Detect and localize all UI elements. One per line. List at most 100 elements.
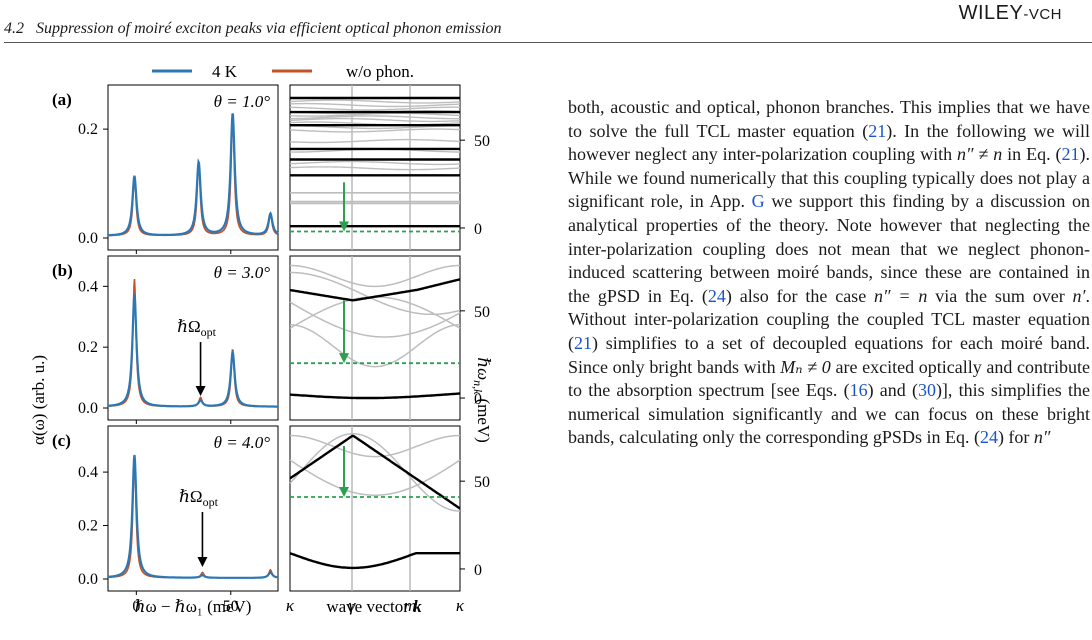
series-line-4k xyxy=(108,294,278,408)
band-dark xyxy=(289,102,461,108)
text-run: are excited optically and contribute to … xyxy=(568,356,1090,401)
k-point-label: κ xyxy=(286,596,295,615)
inline-math: n′ xyxy=(1072,285,1086,306)
y-tick-label: 0.2 xyxy=(78,339,98,356)
text-run: ) simplifies to a set of decoupled equat… xyxy=(568,332,1090,377)
legend-label-no-phonon: w/o phon. xyxy=(346,62,414,81)
band-dark xyxy=(289,117,461,123)
text-run: ). While we found numerically that this … xyxy=(568,144,1090,212)
y-tick-label: 0.0 xyxy=(78,400,98,417)
band-dark xyxy=(289,128,461,133)
panel-angle: θ = 3.0° xyxy=(214,263,271,282)
series-line-4k xyxy=(107,454,279,579)
band-panel: 0 50 xyxy=(289,255,490,421)
panel-tag: (c) xyxy=(52,431,71,450)
x-tick-label: 0 xyxy=(132,598,140,615)
band-bright xyxy=(289,278,461,302)
y-tick-label: 0.4 xyxy=(78,278,98,295)
panel-frame xyxy=(107,425,279,592)
band-dark xyxy=(290,99,461,104)
left-y-axis-label: α(ω) (arb. u.) xyxy=(29,355,48,445)
legend-label-4k: 4 K xyxy=(212,62,238,81)
text-run: ). In the following we will however negl… xyxy=(568,120,1090,165)
text-run: we support this finding by a discussion … xyxy=(568,191,1090,306)
band-dark xyxy=(289,433,460,512)
band-bright xyxy=(289,552,460,570)
figure: 4 K w/o phon. 0.0 0.2 (a) θ = 1.0° 0.0 0.2 0.4… xyxy=(0,45,560,640)
text-run: . Without inter-polarization coupling th… xyxy=(568,285,1090,353)
header-rule xyxy=(4,42,1092,43)
text-run: ) and ( xyxy=(867,380,918,401)
k-point-label: γ xyxy=(349,596,357,615)
band-dark xyxy=(289,459,461,496)
legend: 4 K w/o phon. xyxy=(152,62,414,81)
inline-math: n″ xyxy=(1033,427,1051,448)
ref-link[interactable]: 30 xyxy=(917,380,936,401)
y-tick-label: 0.2 xyxy=(78,518,98,535)
absorption-panel: 0.0 0.2 (a) θ = 1.0° xyxy=(52,84,279,254)
series-line-4k xyxy=(108,113,279,237)
text-run: )], this simplifies the numerical simula… xyxy=(568,380,1090,448)
text-run: via the sum over xyxy=(927,285,1073,306)
green-arrowhead xyxy=(339,353,349,364)
ref-link[interactable]: 21 xyxy=(868,120,887,141)
text-run: ) also for the case xyxy=(725,285,875,306)
x-tick-label: 50 xyxy=(223,598,239,615)
y-tick-label: 50 xyxy=(474,474,490,491)
ref-link[interactable]: G xyxy=(751,191,765,212)
green-arrowhead xyxy=(339,221,349,232)
k-point-label: κ xyxy=(456,596,465,615)
text-run: in Eq. ( xyxy=(1002,144,1062,165)
y-tick-label: 0.4 xyxy=(78,464,98,481)
k-point-label: m xyxy=(404,596,416,615)
ref-link[interactable]: 24 xyxy=(979,427,998,448)
figure-svg: 4 K w/o phon. 0.0 0.2 (a) θ = 1.0° 0.0 0.2 0.4… xyxy=(29,62,493,616)
inline-math: Mₙ ≠ 0 xyxy=(780,356,831,377)
y-tick-label: 0 xyxy=(474,391,482,408)
panel-frame xyxy=(289,255,461,421)
text-run: both, acoustic and optical, phonon branc… xyxy=(568,97,1090,141)
band-dark xyxy=(290,124,460,130)
ref-link[interactable]: 16 xyxy=(849,380,868,401)
band-dark xyxy=(290,271,461,316)
ref-link[interactable]: 21 xyxy=(574,332,592,353)
section-title: Suppression of moiré exciton peaks via e… xyxy=(36,20,502,37)
left-x-axis-label: ℏω − ℏω₁ (meV) xyxy=(135,597,252,616)
ref-link[interactable]: 24 xyxy=(707,285,726,306)
band-dark xyxy=(290,115,460,120)
band-dark xyxy=(290,434,460,458)
absorption-panels: 0.0 0.2 (a) θ = 1.0° 0.0 0.2 0.4 (b) θ = 3.0° ℏΩo… xyxy=(52,84,279,615)
band-dark xyxy=(289,166,461,171)
phonon-energy-label: ℏΩopt xyxy=(177,317,217,339)
band-panel: 0 50 xyxy=(289,84,490,251)
y-tick-label: 50 xyxy=(474,133,490,150)
band-dark xyxy=(290,324,460,368)
running-head: 4.2 Suppression of moiré exciton peaks v… xyxy=(4,20,502,38)
y-tick-label: 0 xyxy=(474,562,482,579)
publisher-logo: WILEY-VCH xyxy=(958,2,1062,24)
band-bright xyxy=(289,392,461,400)
green-arrowhead xyxy=(339,486,349,497)
section-number: 4.2 xyxy=(4,20,24,37)
y-tick-label: 0 xyxy=(474,221,482,238)
band-dark xyxy=(290,160,461,166)
body-paragraph: both, acoustic and optical, phonon branc… xyxy=(568,96,1090,450)
body-text: both, acoustic and optical, phonon branc… xyxy=(568,96,1090,636)
phonon-arrowhead xyxy=(195,386,206,396)
panel-angle: θ = 1.0° xyxy=(214,92,271,111)
panel-frame xyxy=(107,255,279,421)
text-run: ) for xyxy=(997,427,1034,448)
band-dark xyxy=(290,264,460,288)
band-dark xyxy=(290,112,461,117)
y-tick-label: 0.0 xyxy=(78,230,98,247)
phonon-arrowhead xyxy=(197,557,208,567)
ref-link[interactable]: 21 xyxy=(1061,144,1080,165)
phonon-energy-label: ℏΩopt xyxy=(179,487,219,509)
inline-math: n″ ≠ n xyxy=(957,144,1003,165)
band-dark xyxy=(289,301,461,338)
panel-tag: (a) xyxy=(52,90,72,109)
y-tick-label: 50 xyxy=(474,304,490,321)
band-bright xyxy=(289,434,461,510)
band-dark xyxy=(289,138,460,144)
panel-angle: θ = 4.0° xyxy=(214,433,271,452)
